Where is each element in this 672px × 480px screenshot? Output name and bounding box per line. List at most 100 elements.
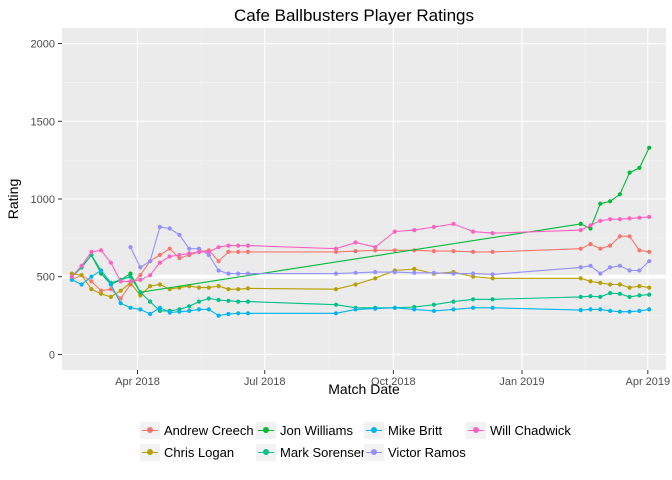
data-point xyxy=(617,234,623,239)
data-point xyxy=(490,231,495,236)
data-point xyxy=(608,217,613,222)
data-point xyxy=(578,265,583,270)
data-point xyxy=(471,305,476,310)
data-point xyxy=(412,270,417,275)
data-point xyxy=(490,276,495,281)
data-point xyxy=(148,259,153,264)
data-point xyxy=(598,307,603,312)
data-point xyxy=(128,279,133,284)
series-victor-ramos xyxy=(128,224,652,277)
data-point xyxy=(118,296,123,301)
data-point xyxy=(617,217,623,222)
data-point xyxy=(373,306,378,311)
data-point xyxy=(588,223,593,228)
data-point xyxy=(431,224,436,230)
data-point xyxy=(412,266,417,272)
data-point xyxy=(412,307,417,312)
data-point xyxy=(471,229,476,234)
data-point xyxy=(490,249,495,254)
data-point xyxy=(128,274,133,279)
data-point xyxy=(89,274,94,279)
data-point xyxy=(588,307,593,312)
data-point xyxy=(637,248,642,253)
data-point xyxy=(627,234,632,239)
data-point xyxy=(392,305,397,310)
data-point xyxy=(148,284,153,289)
data-point xyxy=(226,271,231,276)
data-point xyxy=(647,259,652,264)
legend-item-victor-ramos: Victor Ramos xyxy=(364,442,466,462)
data-point xyxy=(392,229,397,234)
data-point xyxy=(108,260,113,265)
data-point xyxy=(373,245,378,250)
x-tick-label: Apr 2019 xyxy=(625,376,670,388)
y-tick-label: 1000 xyxy=(31,194,55,206)
data-point xyxy=(196,246,202,251)
data-point xyxy=(578,308,583,313)
legend-key xyxy=(256,421,276,439)
series-will-chadwick xyxy=(69,214,652,284)
data-point xyxy=(333,271,339,276)
data-point xyxy=(451,221,456,226)
data-point xyxy=(627,294,632,299)
data-point xyxy=(89,249,94,254)
data-point xyxy=(99,288,104,293)
data-point xyxy=(637,293,642,298)
data-point xyxy=(216,297,221,303)
data-point xyxy=(353,282,358,287)
data-point xyxy=(157,224,162,230)
data-point xyxy=(647,214,652,219)
data-point xyxy=(79,263,84,268)
data-point xyxy=(128,305,133,310)
data-point xyxy=(431,249,436,254)
data-point xyxy=(226,249,231,254)
data-point xyxy=(157,305,162,310)
legend-label: Mark Sorensen xyxy=(280,444,369,460)
data-point xyxy=(157,260,162,265)
data-point xyxy=(353,249,358,254)
data-point xyxy=(598,294,603,299)
data-point xyxy=(627,268,632,273)
data-point xyxy=(617,309,623,314)
data-point xyxy=(617,263,623,268)
data-point xyxy=(138,307,143,312)
data-point xyxy=(79,282,84,287)
data-point xyxy=(637,308,642,313)
data-point xyxy=(206,285,211,290)
data-point xyxy=(177,309,182,314)
data-point xyxy=(108,282,113,287)
legend-label: Chris Logan xyxy=(164,444,235,460)
data-point xyxy=(89,287,94,292)
legend-label: Victor Ramos xyxy=(388,444,466,460)
y-tick-label: 500 xyxy=(37,272,55,284)
legend-key xyxy=(140,443,160,461)
data-point xyxy=(578,246,583,251)
x-axis-ticks: Apr 2018 Jul 2018 Oct 2018 Jan 2019 Apr 2019 xyxy=(115,370,670,388)
data-point xyxy=(373,248,378,253)
legend-item-mike-britt: Mike Britt xyxy=(364,420,442,440)
data-point xyxy=(236,243,241,248)
data-point xyxy=(471,249,476,254)
series-line-jon-williams xyxy=(71,147,650,293)
y-tick-label: 0 xyxy=(49,349,55,361)
data-point xyxy=(353,307,358,312)
data-point xyxy=(206,307,211,312)
data-point xyxy=(637,284,642,289)
data-point xyxy=(236,271,241,276)
data-point xyxy=(245,271,251,276)
legend-item-chris-logan: Chris Logan xyxy=(140,442,234,462)
data-point xyxy=(167,246,172,251)
data-point xyxy=(617,192,623,197)
data-point xyxy=(206,249,211,254)
data-point xyxy=(608,265,613,270)
data-point xyxy=(187,308,192,313)
x-tick-label: Jan 2019 xyxy=(499,376,544,388)
data-point xyxy=(245,311,251,316)
data-point xyxy=(245,299,251,304)
data-point xyxy=(617,291,623,296)
data-point xyxy=(627,170,632,175)
data-point xyxy=(245,249,251,254)
data-point xyxy=(167,226,172,231)
data-point xyxy=(108,287,113,292)
